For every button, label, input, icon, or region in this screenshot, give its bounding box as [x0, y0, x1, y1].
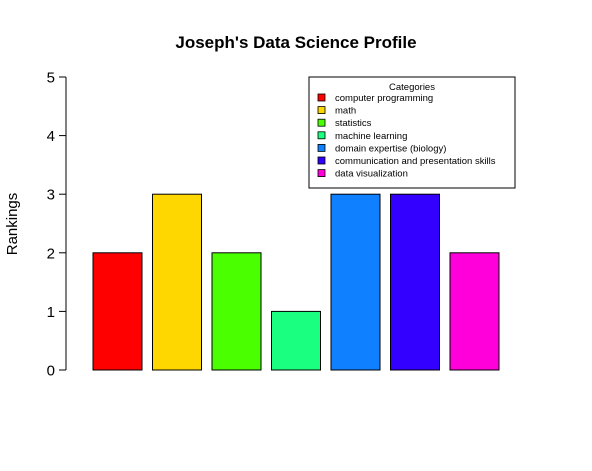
bar-statistics	[211, 252, 262, 371]
legend-swatch	[317, 106, 326, 114]
legend-swatch	[317, 156, 326, 165]
legend-swatch	[317, 131, 326, 140]
legend-swatch	[317, 169, 326, 178]
y-tick-label: 0	[47, 363, 55, 380]
legend-label: data visualization	[335, 169, 408, 180]
y-axis: 0 1 2 3 4 5	[47, 70, 67, 380]
bar-data-visualization	[449, 252, 500, 371]
legend-title: Categories	[389, 82, 435, 93]
legend-label: machine learning	[335, 131, 407, 142]
bar-machine-learning	[271, 310, 321, 371]
chart-title: Joseph's Data Science Profile	[175, 33, 416, 52]
y-tick-label: 3	[47, 187, 55, 204]
y-tick-label: 4	[47, 128, 55, 145]
legend-swatch	[317, 118, 326, 127]
y-axis-label: Rankings	[4, 193, 21, 256]
legend-label: computer programming	[335, 93, 433, 104]
bar-communication-and-presentation-skills	[390, 193, 440, 371]
legend: Categories computer programming mathstati…	[308, 76, 516, 189]
legend-box	[308, 76, 516, 189]
legend-swatch	[317, 143, 326, 152]
bar-math	[152, 193, 202, 371]
bars-group	[92, 193, 500, 371]
y-tick-label: 5	[47, 70, 55, 87]
legend-label: domain expertise (biology)	[335, 143, 446, 154]
y-tick-label: 2	[47, 245, 55, 262]
legend-label: statistics	[335, 118, 372, 129]
legend-label: math	[335, 106, 356, 117]
bar-computer-programming	[92, 252, 143, 371]
bar-domain-expertise-biology	[330, 193, 381, 371]
y-tick-label: 1	[47, 304, 55, 321]
legend-swatch	[317, 93, 326, 102]
legend-label: communication and presentation skills	[335, 156, 496, 167]
